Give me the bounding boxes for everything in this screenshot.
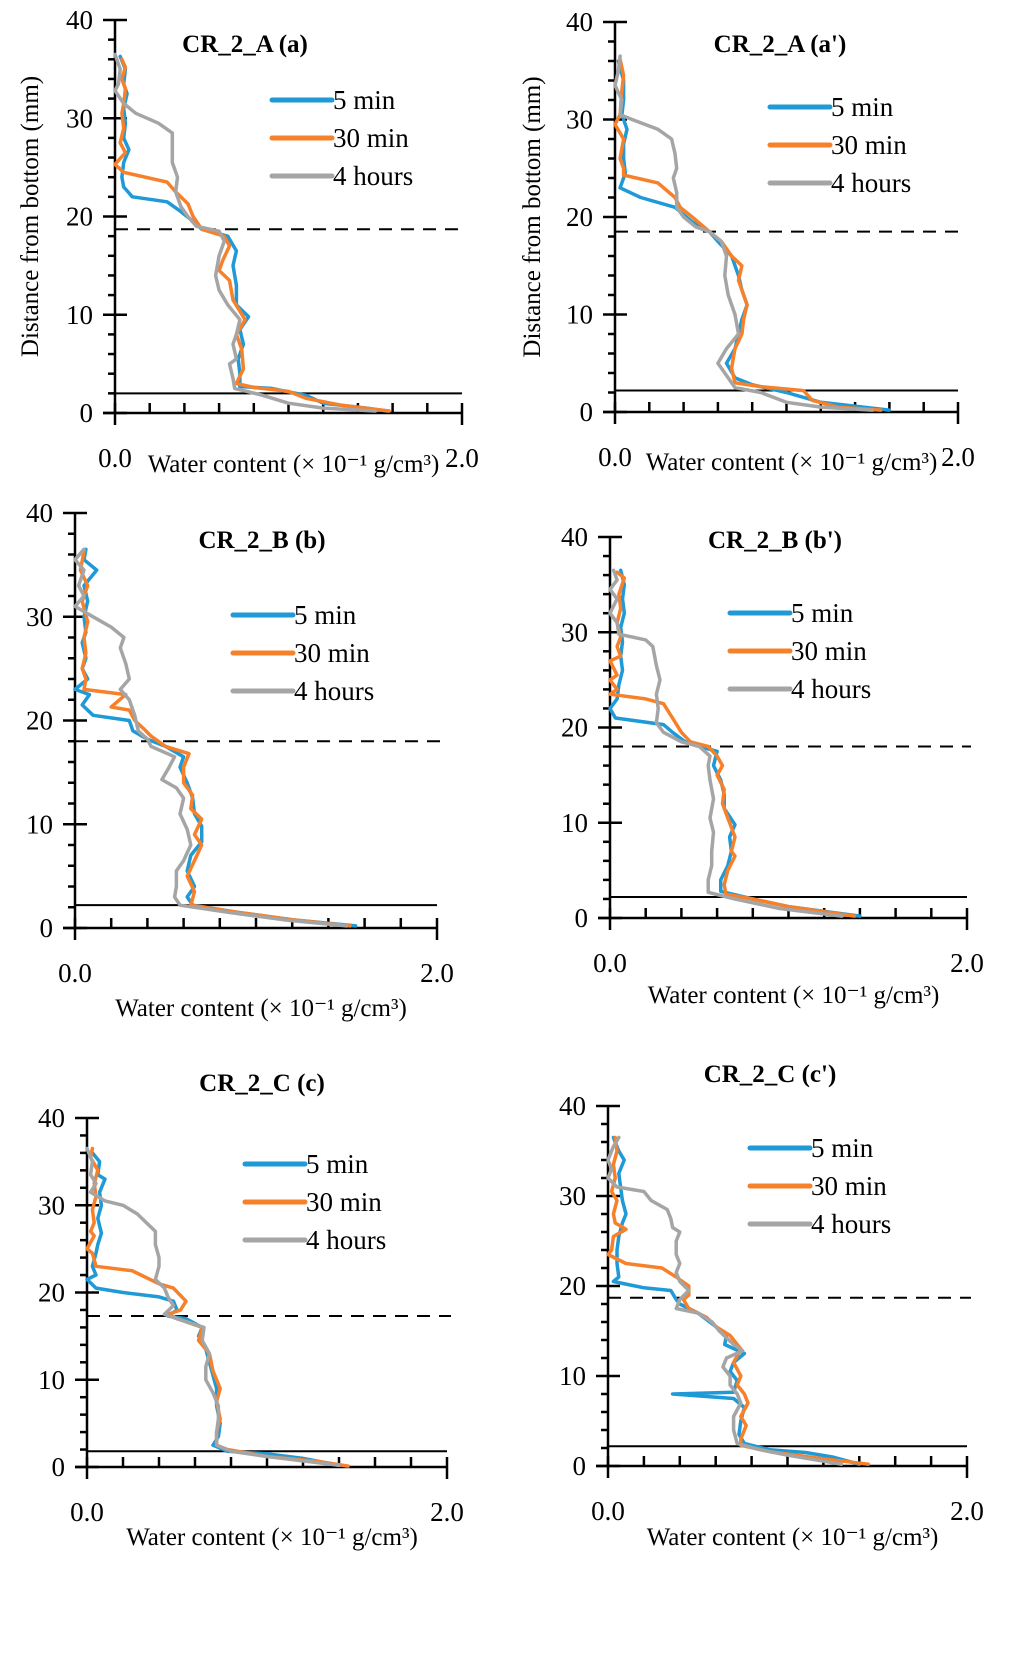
series-line-4-hours <box>113 52 378 413</box>
series-line-30-min <box>78 549 352 928</box>
legend-label: 4 hours <box>811 1209 891 1239</box>
legend: 5 min 30 min 4 hours <box>767 92 911 198</box>
panel-title: CR_2_C (c') <box>704 1061 837 1088</box>
y-tick-label: 30 <box>38 1190 65 1220</box>
y-tick-label: 20 <box>561 713 588 743</box>
y-tick-label: 10 <box>26 809 53 839</box>
y-tick-label: 40 <box>38 1103 65 1133</box>
legend-label: 30 min <box>831 130 907 160</box>
panel-title: CR_2_C (c) <box>199 1070 325 1097</box>
legend-label: 30 min <box>306 1187 382 1217</box>
panel-c: 0 10 20 30 40 0.0 2.0 Water content (× 10⁻¹ g/c… <box>38 1070 464 1551</box>
series-line-4-hours <box>608 568 844 918</box>
y-tick-label: 40 <box>559 1091 586 1121</box>
x-tick-label: 0.0 <box>98 443 132 473</box>
x-tick-label: 2.0 <box>420 958 454 988</box>
y-tick-label: 0 <box>575 903 589 933</box>
y-tick-label: 40 <box>26 498 53 528</box>
x-axis-title: Water content (× 10⁻¹ g/cm³) <box>647 1524 939 1551</box>
legend-label: 30 min <box>333 123 409 153</box>
y-tick-label: 0 <box>52 1452 66 1482</box>
series-line-30-min <box>113 57 391 413</box>
series-line-30-min <box>606 1135 871 1466</box>
y-tick-label: 20 <box>66 202 93 232</box>
y-tick-label: 0 <box>580 397 594 427</box>
panel-b-prime: 0 10 20 30 40 0.0 2.0 Water content (× 10⁻¹ g/c… <box>561 522 984 1009</box>
legend: 5 min 30 min 4 hours <box>230 600 374 706</box>
series-line-5-min <box>73 547 358 928</box>
legend-label: 5 min <box>811 1133 874 1163</box>
legend-label: 5 min <box>791 598 854 628</box>
legend-label: 4 hours <box>831 168 911 198</box>
x-axis-title: Water content (× 10⁻¹ g/cm³) <box>115 995 407 1022</box>
panel-title: CR_2_B (b) <box>198 527 325 554</box>
x-tick-label: 0.0 <box>70 1497 104 1527</box>
legend: 5 min 30 min 4 hours <box>269 85 413 191</box>
x-tick-label: 0.0 <box>598 442 632 472</box>
legend-label: 30 min <box>294 638 370 668</box>
panel-b: 0 10 20 30 40 0.0 2.0 Water content (× 10⁻¹ g/c… <box>26 498 454 1022</box>
y-tick-label: 20 <box>566 202 593 232</box>
y-tick-label: 30 <box>561 617 588 647</box>
legend-label: 4 hours <box>306 1225 386 1255</box>
y-tick-label: 10 <box>566 300 593 330</box>
y-tick-label: 0 <box>573 1451 587 1481</box>
y-tick-label: 30 <box>66 103 93 133</box>
y-tick-label: 30 <box>559 1181 586 1211</box>
series-line-5-min <box>85 1151 341 1468</box>
x-axis-title: Water content (× 10⁻¹ g/cm³) <box>148 451 440 478</box>
x-tick-label: 2.0 <box>430 1497 464 1527</box>
legend-label: 5 min <box>294 600 357 630</box>
y-tick-label: 10 <box>66 300 93 330</box>
legend-label: 4 hours <box>294 676 374 706</box>
y-tick-label: 40 <box>66 5 93 35</box>
x-axis-title: Water content (× 10⁻¹ g/cm³) <box>126 1524 418 1551</box>
panel-c-prime: 0 10 20 30 40 0.0 2.0 Water content (× 10⁻¹ g/c… <box>559 1061 984 1551</box>
x-tick-label: 0.0 <box>593 948 627 978</box>
legend: 5 min 30 min 4 hours <box>727 598 871 704</box>
series-line-4-hours <box>613 54 875 412</box>
y-tick-label: 40 <box>566 7 593 37</box>
legend-label: 5 min <box>831 92 894 122</box>
y-tick-label: 10 <box>38 1365 65 1395</box>
y-tick-label: 40 <box>561 522 588 552</box>
x-axis-title: Water content (× 10⁻¹ g/cm³) <box>646 449 938 476</box>
legend-label: 4 hours <box>333 161 413 191</box>
series-line-4-hours <box>73 547 349 928</box>
y-axis-title: Distance from bottom (mm) <box>519 76 546 357</box>
x-tick-label: 0.0 <box>591 1496 625 1526</box>
y-tick-label: 20 <box>38 1278 65 1308</box>
panel-title: CR_2_B (b') <box>708 527 842 554</box>
series-line-4-hours <box>606 1135 844 1466</box>
y-tick-label: 10 <box>561 808 588 838</box>
y-tick-label: 10 <box>559 1361 586 1391</box>
x-tick-label: 2.0 <box>950 1496 984 1526</box>
series-line-4-hours <box>85 1146 341 1468</box>
y-tick-label: 0 <box>40 913 54 943</box>
y-tick-label: 30 <box>26 602 53 632</box>
legend: 5 min 30 min 4 hours <box>242 1149 386 1255</box>
x-tick-label: 2.0 <box>950 948 984 978</box>
x-tick-label: 2.0 <box>445 443 479 473</box>
x-tick-label: 2.0 <box>941 442 975 472</box>
legend-label: 4 hours <box>791 674 871 704</box>
series-line-30-min <box>608 570 857 918</box>
legend: 5 min 30 min 4 hours <box>747 1133 891 1239</box>
x-axis-title: Water content (× 10⁻¹ g/cm³) <box>648 982 940 1009</box>
y-tick-label: 20 <box>26 706 53 736</box>
legend-label: 5 min <box>306 1149 369 1179</box>
legend-label: 30 min <box>811 1171 887 1201</box>
y-tick-label: 0 <box>80 398 94 428</box>
y-tick-label: 20 <box>559 1271 586 1301</box>
panel-title: CR_2_A (a) <box>182 31 308 58</box>
legend-label: 30 min <box>791 636 867 666</box>
legend-label: 5 min <box>333 85 396 115</box>
x-tick-label: 0.0 <box>58 958 92 988</box>
panel-title: CR_2_A (a') <box>714 31 847 58</box>
y-tick-label: 30 <box>566 105 593 135</box>
y-axis-title: Distance from bottom (mm) <box>17 76 44 357</box>
